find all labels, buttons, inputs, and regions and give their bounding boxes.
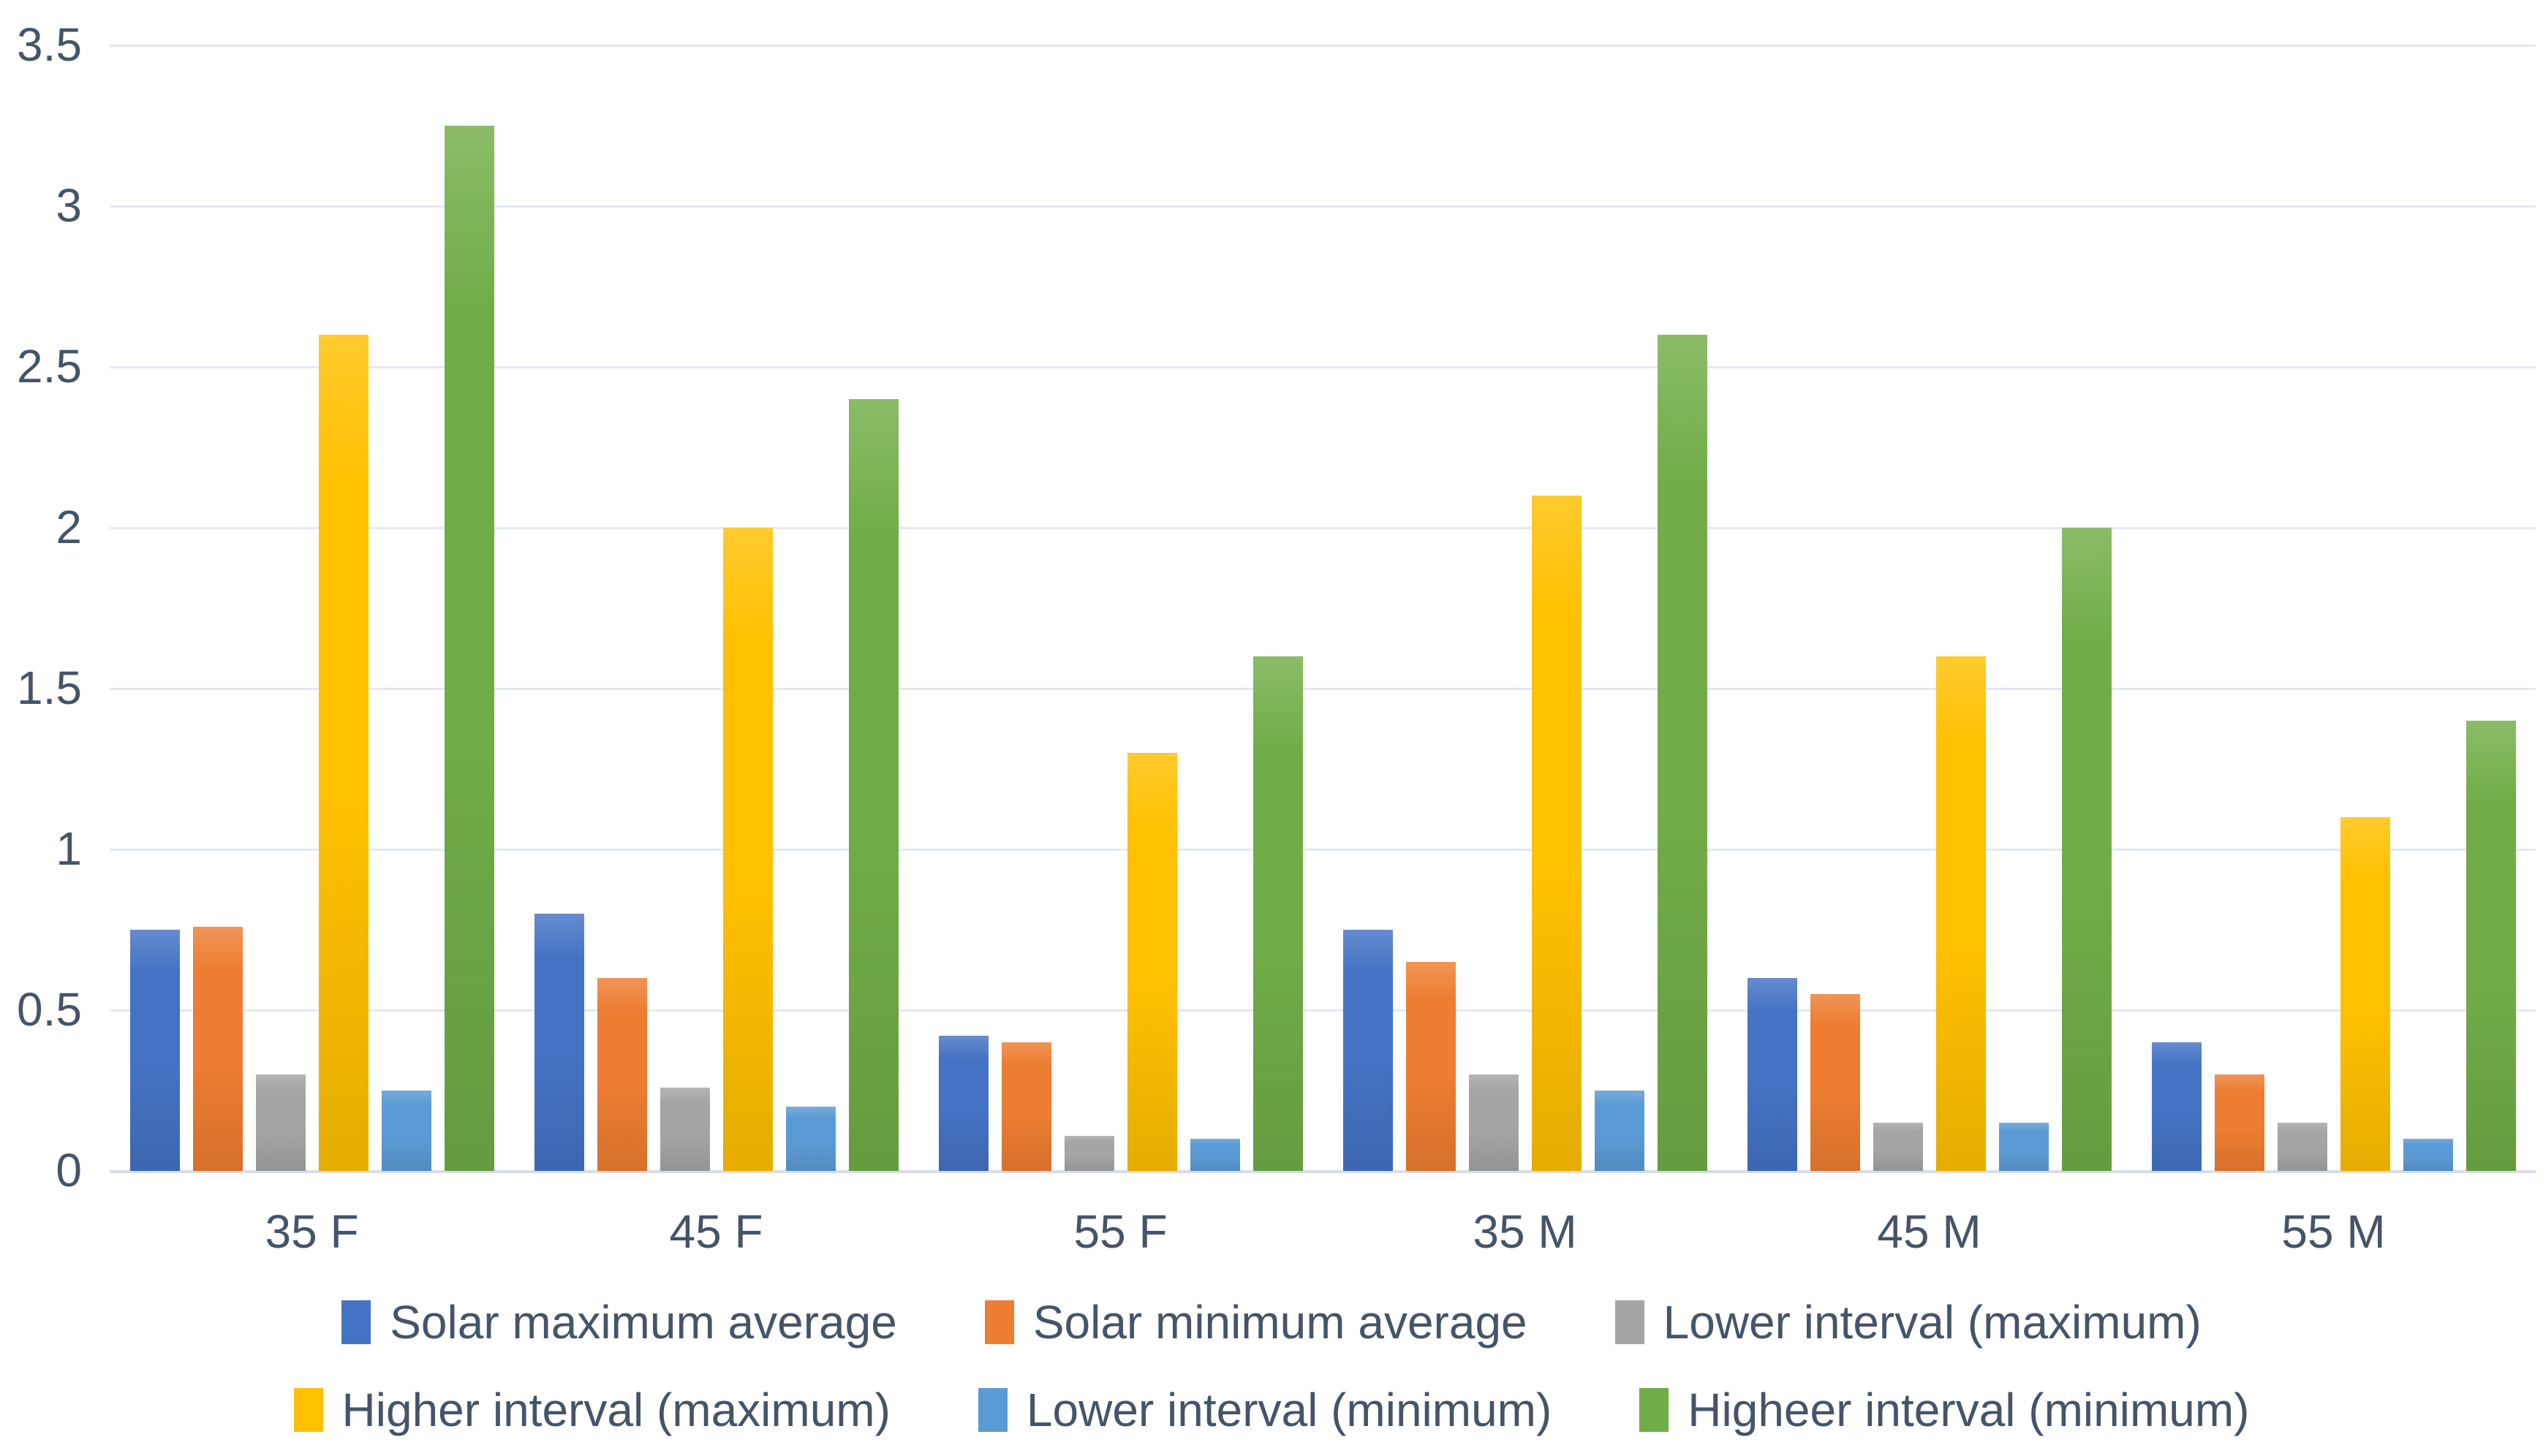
- bar-solar-minimum-average-45-m: [1810, 994, 1860, 1171]
- legend-label: Solar maximum average: [390, 1296, 897, 1349]
- bar-solar-maximum-average-45-f: [534, 914, 584, 1171]
- legend-row-1: Solar maximum average Solar minimum avera…: [341, 1295, 2202, 1349]
- legend-item-solar-minimum-average: Solar minimum average: [984, 1295, 1527, 1349]
- y-tick-label-3: 3: [56, 179, 82, 232]
- bar-higheer-interval-minimum--55-m: [2465, 721, 2516, 1171]
- bar-higher-interval-maximum--55-m: [2340, 817, 2390, 1171]
- x-category-label-35-f: 35 F: [265, 1205, 359, 1258]
- x-category-label-45-m: 45 M: [1877, 1205, 1981, 1258]
- y-tick-label-3.5: 3.5: [17, 18, 82, 71]
- y-tick-label-1: 1: [56, 822, 82, 875]
- bar-solar-minimum-average-55-m: [2214, 1074, 2264, 1171]
- bar-higheer-interval-minimum--35-m: [1657, 335, 1707, 1171]
- legend-swatch-icon: [341, 1300, 371, 1344]
- gridline: [110, 45, 2536, 47]
- x-axis-baseline: [110, 1170, 2536, 1173]
- bar-solar-maximum-average-35-f: [129, 930, 180, 1171]
- bar-solar-minimum-average-35-m: [1405, 962, 1456, 1171]
- bar-group-35-f: [110, 45, 514, 1171]
- bar-higheer-interval-minimum--55-f: [1252, 656, 1303, 1171]
- legend-label: Higheer interval (minimum): [1688, 1384, 2250, 1436]
- y-tick-label-2: 2: [56, 501, 82, 553]
- legend-swatch-icon: [1639, 1388, 1669, 1432]
- bar-higher-interval-maximum--45-f: [722, 528, 773, 1171]
- gridline: [110, 1009, 2536, 1012]
- bar-lower-interval-maximum--45-m: [1873, 1123, 1923, 1171]
- bar-lower-interval-minimum--45-f: [785, 1107, 836, 1171]
- bar-group-45-m: [1727, 45, 2131, 1171]
- bar-solar-maximum-average-55-f: [938, 1036, 989, 1171]
- bar-lower-interval-minimum--35-m: [1594, 1091, 1644, 1171]
- gridline: [110, 527, 2536, 529]
- x-category-label-35-m: 35 M: [1473, 1205, 1577, 1258]
- bar-group-45-f: [514, 45, 918, 1171]
- y-tick-label-0.5: 0.5: [17, 983, 82, 1036]
- y-tick-label-1.5: 1.5: [17, 661, 82, 714]
- legend-swatch-icon: [1614, 1300, 1644, 1344]
- legend-label: Lower interval (minimum): [1026, 1384, 1552, 1436]
- bar-group-55-m: [2131, 45, 2536, 1171]
- bar-solar-minimum-average-55-f: [1001, 1042, 1051, 1171]
- bar-group-35-m: [1323, 45, 1727, 1171]
- legend-swatch-icon: [984, 1300, 1014, 1344]
- x-category-label-55-f: 55 F: [1073, 1205, 1168, 1258]
- legend-item-solar-maximum-average: Solar maximum average: [341, 1295, 897, 1349]
- legend-label: Solar minimum average: [1032, 1296, 1527, 1349]
- y-tick-label-2.5: 2.5: [17, 340, 82, 393]
- bar-solar-maximum-average-45-m: [1747, 978, 1797, 1171]
- plot-area: [110, 45, 2536, 1173]
- bar-solar-minimum-average-45-f: [597, 978, 647, 1171]
- bar-solar-maximum-average-35-m: [1342, 930, 1393, 1171]
- x-category-label-45-f: 45 F: [669, 1205, 763, 1258]
- bar-lower-interval-minimum--35-f: [381, 1091, 431, 1171]
- legend-label: Higher interval (maximum): [341, 1384, 891, 1436]
- bar-higheer-interval-minimum--35-f: [444, 126, 494, 1171]
- x-category-label-55-m: 55 M: [2281, 1205, 2386, 1258]
- legend-item-higheer-interval-minimum-: Higheer interval (minimum): [1639, 1383, 2249, 1437]
- bar-lower-interval-maximum--35-f: [255, 1074, 306, 1171]
- bar-group-55-f: [918, 45, 1323, 1171]
- legend-row-2: Higher interval (maximum) Lower interval …: [293, 1383, 2249, 1437]
- y-tick-label-0: 0: [56, 1144, 82, 1197]
- bar-higher-interval-maximum--35-m: [1531, 496, 1582, 1171]
- bar-solar-minimum-average-35-f: [192, 926, 243, 1171]
- gridline: [110, 849, 2536, 851]
- gridline: [110, 366, 2536, 368]
- legend-swatch-icon: [293, 1388, 323, 1432]
- bar-higher-interval-maximum--55-f: [1127, 753, 1177, 1171]
- chart-legend: Solar maximum average Solar minimum avera…: [0, 1295, 2543, 1437]
- bar-lower-interval-minimum--55-m: [2403, 1139, 2453, 1171]
- legend-item-lower-interval-minimum-: Lower interval (minimum): [978, 1383, 1552, 1437]
- legend-swatch-icon: [978, 1388, 1008, 1432]
- bar-higher-interval-maximum--35-f: [318, 335, 369, 1171]
- legend-label: Lower interval (maximum): [1663, 1296, 2202, 1349]
- bar-lower-interval-maximum--45-f: [660, 1087, 710, 1171]
- legend-item-lower-interval-maximum-: Lower interval (maximum): [1614, 1295, 2202, 1349]
- bar-solar-maximum-average-55-m: [2151, 1042, 2202, 1171]
- bar-lower-interval-minimum--55-f: [1190, 1139, 1240, 1171]
- gridline: [110, 205, 2536, 208]
- bar-higher-interval-maximum--45-m: [1935, 656, 1986, 1171]
- bar-higheer-interval-minimum--45-m: [2061, 528, 2112, 1171]
- bar-higheer-interval-minimum--45-f: [848, 399, 899, 1171]
- gridline: [110, 688, 2536, 690]
- bar-lower-interval-maximum--35-m: [1468, 1074, 1519, 1171]
- legend-item-higher-interval-maximum-: Higher interval (maximum): [293, 1383, 891, 1437]
- bar-lower-interval-minimum--45-m: [1998, 1123, 2049, 1171]
- bar-lower-interval-maximum--55-m: [2277, 1123, 2327, 1171]
- bar-lower-interval-maximum--55-f: [1064, 1135, 1114, 1171]
